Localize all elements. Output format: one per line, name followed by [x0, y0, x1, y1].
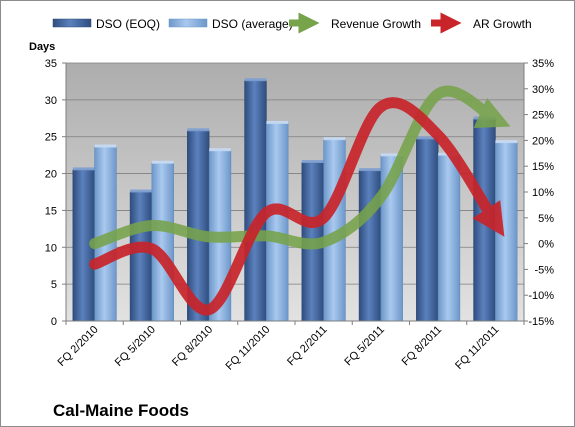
left-tick-label: 15 — [45, 205, 57, 217]
right-tick-label: -15% — [528, 316, 554, 328]
left-tick-label: 0 — [51, 316, 57, 328]
left-tick-label: 25 — [45, 132, 57, 144]
x-tick-label: FQ 5/2010 — [113, 324, 158, 369]
bar-top-dso-average — [266, 120, 289, 124]
legend-swatch-dso-average — [168, 18, 208, 28]
right-tick-label: 35% — [532, 58, 554, 70]
legend-label-revenue-growth: Revenue Growth — [331, 17, 421, 31]
bar-top-dso-eoq — [416, 136, 439, 140]
left-tick-label: 35 — [45, 58, 57, 70]
legend-item-dso-average: DSO (average) — [168, 17, 293, 31]
bar-dso-average — [151, 162, 174, 322]
left-axis-ticks: 0 5 10 15 20 25 30 35 — [45, 58, 66, 328]
right-tick-label: 0% — [538, 239, 554, 251]
chart-title: Cal-Maine Foods — [53, 401, 189, 420]
bar-dso-eoq — [129, 191, 153, 322]
bar-top-dso-average — [94, 144, 117, 148]
x-tick-label: FQ 11/2011 — [453, 324, 501, 372]
right-tick-label: 20% — [532, 135, 554, 147]
bar-dso-average — [437, 154, 461, 322]
bar-top-dso-eoq — [301, 160, 324, 164]
right-tick-label: 10% — [532, 187, 554, 199]
bar-top-dso-average — [495, 140, 518, 144]
right-tick-label: 5% — [538, 213, 554, 225]
left-tick-label: 5 — [51, 279, 57, 291]
bar-top-dso-eoq — [244, 78, 267, 82]
bar-dso-average — [266, 123, 289, 322]
bar-top-dso-eoq — [359, 168, 381, 172]
legend-item-revenue-growth: Revenue Growth — [289, 12, 421, 34]
legend-item-dso-eoq: DSO (EOQ) — [52, 17, 160, 31]
revenue-growth-line — [89, 85, 511, 250]
right-tick-label: 15% — [532, 161, 554, 173]
bar-top-dso-eoq — [187, 128, 210, 132]
legend-label-ar-growth: AR Growth — [473, 17, 532, 31]
growth-lines — [89, 85, 511, 316]
x-tick-label: FQ 5/2011 — [342, 324, 387, 369]
ar-growth-line — [89, 97, 505, 316]
right-tick-label: -5% — [534, 264, 554, 276]
right-tick-label: 25% — [532, 110, 554, 122]
legend-item-ar-growth: AR Growth — [431, 12, 532, 34]
bar-dso-eoq — [244, 80, 267, 322]
x-axis-ticks: FQ 2/2010 FQ 5/2010 FQ 8/2010 FQ 11/2010 FQ … — [56, 321, 525, 373]
bars — [72, 78, 518, 322]
bar-top-dso-average — [380, 153, 403, 157]
y-axis-title: Days — [29, 41, 55, 53]
bar-dso-average — [495, 142, 518, 322]
legend-label-dso-eoq: DSO (EOQ) — [96, 17, 160, 31]
bar-top-dso-average — [151, 160, 174, 164]
x-tick-label: FQ 2/2011 — [285, 324, 330, 369]
left-tick-label: 10 — [45, 242, 57, 254]
bar-top-dso-eoq — [72, 167, 95, 171]
left-tick-label: 20 — [45, 169, 57, 181]
legend: DSO (EOQ) DSO (average) Revenue Growth A… — [52, 12, 532, 34]
bar-top-dso-average — [323, 137, 346, 141]
legend-swatch-dso-eoq — [52, 18, 92, 28]
bar-top-dso-eoq — [130, 189, 152, 193]
right-tick-label: -10% — [528, 290, 554, 302]
x-tick-label: FQ 8/2010 — [170, 324, 215, 369]
right-axis-ticks: -15% -10% -5% 0% 5% 10% 15% 20% 25% 30% 35% — [524, 58, 554, 328]
x-tick-label: FQ 8/2011 — [400, 324, 445, 369]
right-tick-label: 30% — [532, 84, 554, 96]
left-tick-label: 30 — [45, 95, 57, 107]
legend-label-dso-average: DSO (average) — [212, 17, 293, 31]
x-tick-label: FQ 11/2010 — [224, 324, 273, 373]
x-tick-label: FQ 2/2010 — [56, 324, 101, 369]
bar-top-dso-average — [209, 148, 231, 152]
bar-dso-eoq — [416, 138, 439, 322]
